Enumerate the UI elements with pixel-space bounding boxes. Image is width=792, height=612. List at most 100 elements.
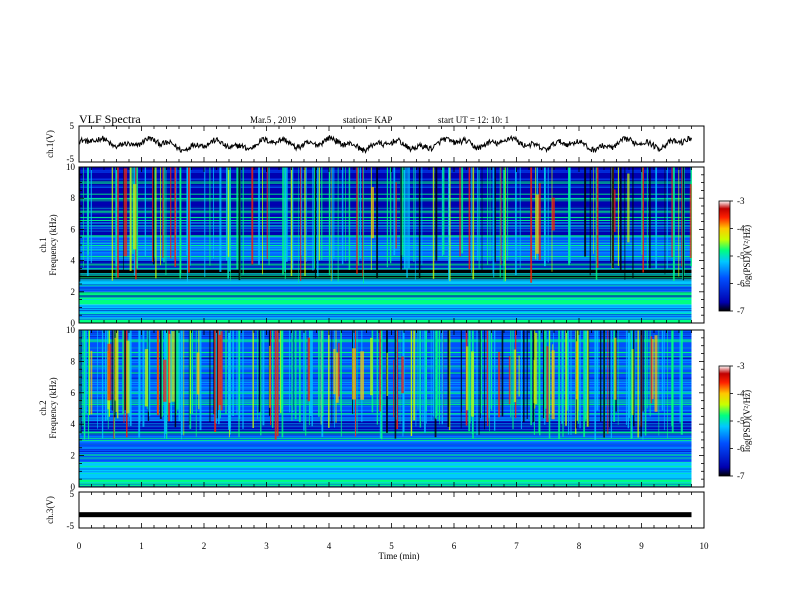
spectrogram-tone-line [79,372,692,374]
spectrogram-sferic [79,167,81,282]
ch1-spectrogram-channel-label: ch.1 [38,237,48,252]
spectrogram-sferic [434,330,436,419]
spectrogram-tone-line [79,263,692,265]
spectrogram-burst [171,331,175,402]
spectrogram-sferic [380,330,383,440]
spectrogram-sferic [538,330,541,433]
spectrogram-sferic [281,330,284,438]
spectrogram-sferic [277,330,279,437]
spectrogram-sferic [432,330,435,417]
spectrogram-sferic [486,330,488,421]
spectrogram-streak [79,314,692,316]
spectrogram-streak [79,442,692,444]
spectrogram-streak [79,184,692,186]
spectrogram-sferic [298,167,300,283]
spectrogram-sferic [500,167,502,266]
time-axis-label: Time (min) [379,551,420,561]
spectrogram-sferic [667,330,668,439]
spectrogram-sferic [469,330,471,424]
spectrogram-sferic [188,330,190,425]
spectrogram-sferic [162,167,164,258]
spectrogram-sferic [480,330,483,414]
spectrogram-streak [79,461,692,463]
spectrogram-sferic [403,167,406,269]
spectrogram-sferic [386,167,389,268]
spectrogram-sferic [681,167,683,280]
spectrogram-streak [79,333,692,335]
time-tick-label: 8 [577,541,582,551]
spectrogram-streak [79,198,692,200]
spectrogram-sferic [545,330,547,409]
spectrogram-sferic [124,330,126,411]
frequency-tick-label: 8 [71,193,76,203]
spectrogram-streak [79,321,692,323]
spectrogram-sferic [520,330,522,430]
spectrogram-sferic [593,167,594,254]
spectrogram-sferic [305,167,307,262]
spectrogram-sferic [476,330,478,436]
spectrogram-sferic [481,167,483,273]
spectrogram-sferic [289,330,290,413]
spectrogram-sferic [89,330,91,415]
spectrogram-sferic [285,167,288,262]
spectrogram-sferic [627,330,629,429]
spectrogram-streak [79,443,692,444]
spectrogram-streak [79,294,692,295]
spectrogram-sferic [242,330,244,429]
spectrogram-tone-line [79,268,692,270]
spectrogram-tone-line [79,403,692,405]
spectrogram-sferic [188,167,190,273]
spectrogram-streak [79,191,692,193]
ch2-spectrogram-image [79,330,692,487]
spectrogram-sferic [191,330,193,415]
spectrogram-sferic [154,167,156,258]
header-start-ut: start UT = 12: 10: 1 [438,115,509,125]
spectrogram-sferic [111,167,114,281]
spectrogram-streak [79,423,692,425]
spectrogram-streak [79,479,692,480]
spectrogram-sferic [530,330,533,426]
spectrogram-sferic [468,167,471,270]
spectrogram-streak [79,258,692,259]
spectrogram-streak [79,218,692,219]
spectrogram-sferic [79,330,81,436]
spectrogram-burst [386,352,389,396]
spectrogram-streak [79,471,692,473]
spectrogram-burst [631,349,634,416]
spectrogram-sferic [159,330,162,419]
spectrogram-sferic [356,167,358,274]
spectrogram-sferic [543,167,546,267]
spectrogram-sferic [625,330,627,425]
spectrogram-streak [79,405,692,407]
spectrogram-streak [79,446,692,448]
spectrogram-streak [79,186,692,188]
spectrogram-tone-line [79,210,692,212]
spectrogram-sferic [117,167,119,278]
spectrogram-sferic [238,167,241,281]
spectrogram-sferic [624,167,626,280]
spectrogram-sferic [174,330,177,428]
spectrogram-sferic [348,167,351,270]
spectrogram-sferic [359,167,362,259]
colorbar-tick-label: -3 [737,196,745,206]
spectrogram-streak [79,357,692,359]
spectrogram-streak [79,445,692,447]
spectrogram-sferic [603,330,605,438]
spectrogram-sferic [138,330,141,438]
time-tick-label: 3 [264,541,269,551]
spectrogram-streak [79,477,692,479]
spectrogram-sferic [413,167,415,262]
spectrogram-streak [79,228,692,230]
spectrogram-streak [79,400,692,402]
spectrogram-sferic [284,167,286,279]
spectrogram-streak [79,225,692,227]
spectrogram-tone-line [79,274,692,276]
spectrogram-sferic [617,167,619,266]
spectrogram-burst [144,349,149,407]
spectrogram-streak [79,471,692,474]
ch1-waveform-line [78,134,692,154]
time-tick-label: 9 [639,541,644,551]
spectrogram-sferic [251,167,254,265]
spectrogram-sferic [271,330,274,428]
spectrogram-sferic [228,330,231,426]
